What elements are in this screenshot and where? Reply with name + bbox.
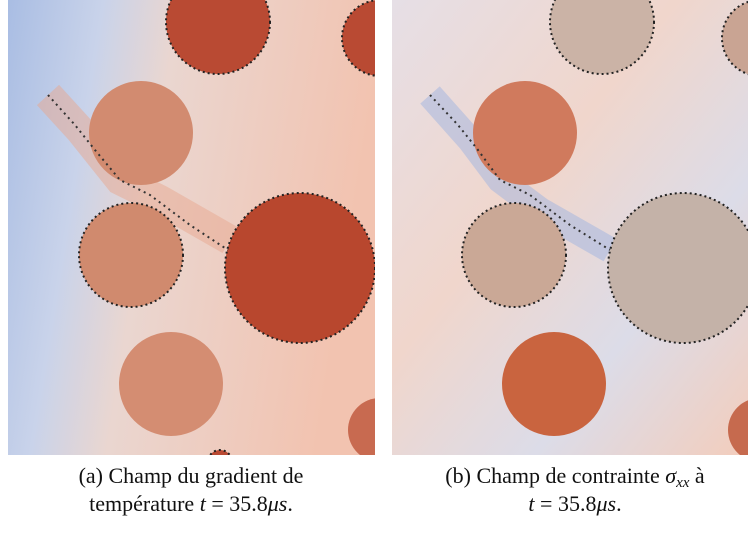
caption-text: . (287, 491, 293, 516)
panel-a-image (8, 0, 375, 455)
caption-text: température (89, 491, 200, 516)
math-var: t (199, 491, 206, 516)
caption-line: t = 35.8μs. (385, 490, 748, 518)
caption-b: (b) Champ de contrainte σxx à t = 35.8μs… (385, 462, 748, 518)
math-var: t (528, 491, 535, 516)
math-unit: μs (596, 491, 617, 516)
caption-text: (a) Champ du gradient de (78, 463, 304, 488)
caption-text: à (689, 463, 705, 488)
panel-b-image (392, 0, 748, 455)
figure-images (8, 0, 748, 455)
caption-line: (a) Champ du gradient de (0, 462, 382, 490)
caption-line: température t = 35.8μs. (0, 490, 382, 518)
math-subscript: xx (676, 475, 690, 491)
caption-text: . (616, 491, 622, 516)
caption-text: = 35.8 (534, 491, 597, 516)
math-unit: μs (267, 491, 288, 516)
caption-line: (b) Champ de contrainte σxx à (385, 462, 748, 491)
math-var: σ (665, 463, 677, 488)
caption-a: (a) Champ du gradient de température t =… (0, 462, 382, 518)
caption-text: = 35.8 (205, 491, 268, 516)
caption-text: (b) Champ de contrainte (445, 463, 666, 488)
